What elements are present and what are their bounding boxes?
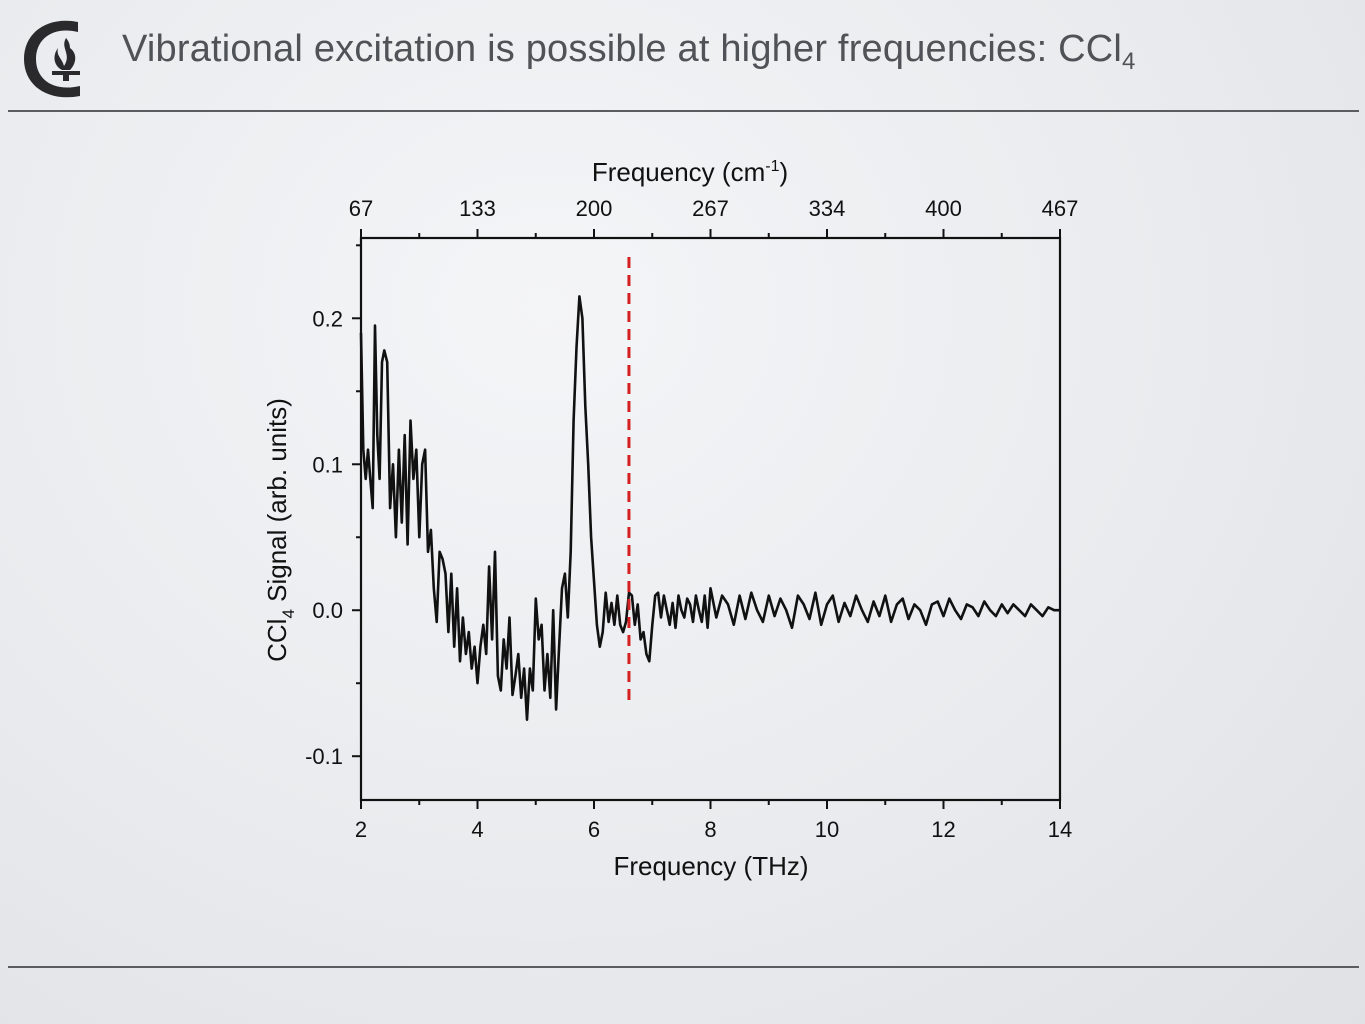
x-tick-label: 4 (471, 817, 483, 842)
top-axis-label-superscript: -1 (765, 158, 779, 175)
x-tick-label: 2 (355, 817, 367, 842)
header-rule (8, 110, 1359, 112)
y-tick-label: 0.1 (312, 452, 343, 477)
caltech-logo-icon (24, 20, 80, 98)
plot-frame (359, 236, 1062, 802)
signal-series-line (359, 295, 1060, 721)
slide-title-subscript: 4 (1122, 48, 1136, 75)
y-axis-label-ccl: CCl (262, 619, 292, 662)
x-tick-label: 6 (588, 817, 600, 842)
x-tick-label: 12 (931, 817, 955, 842)
top-tick-label: 467 (1042, 196, 1079, 221)
top-tick-label: 334 (809, 196, 846, 221)
top-tick-label: 400 (925, 196, 962, 221)
top-tick-label: 267 (692, 196, 729, 221)
x-tick-label: 14 (1048, 817, 1072, 842)
y-tick-label: 0.0 (312, 598, 343, 623)
y-axis-label-rest: Signal (arb. units) (262, 398, 292, 609)
slide-title-text: Vibrational excitation is possible at hi… (122, 28, 1123, 70)
top-axis-label-close: ) (779, 157, 788, 187)
y-tick-label: 0.2 (312, 306, 343, 331)
top-axis-label-main: Frequency (cm (592, 157, 765, 187)
y-axis-label-subscript: 4 (279, 609, 298, 618)
footer-rule (8, 966, 1359, 968)
y-axis-label: CCl4 Signal (arb. units) (262, 398, 298, 662)
x-tick-label: 10 (815, 817, 839, 842)
top-tick-label: 133 (459, 196, 496, 221)
y-tick-label: -0.1 (305, 744, 343, 769)
top-tick-label: 200 (576, 196, 613, 221)
top-tick-label: 67 (349, 196, 373, 221)
slide-title: Vibrational excitation is possible at hi… (122, 28, 1136, 76)
x-axis-label: Frequency (THz) (613, 851, 808, 881)
x-tick-label: 8 (704, 817, 716, 842)
top-axis-label: Frequency (cm-1) (592, 157, 788, 187)
